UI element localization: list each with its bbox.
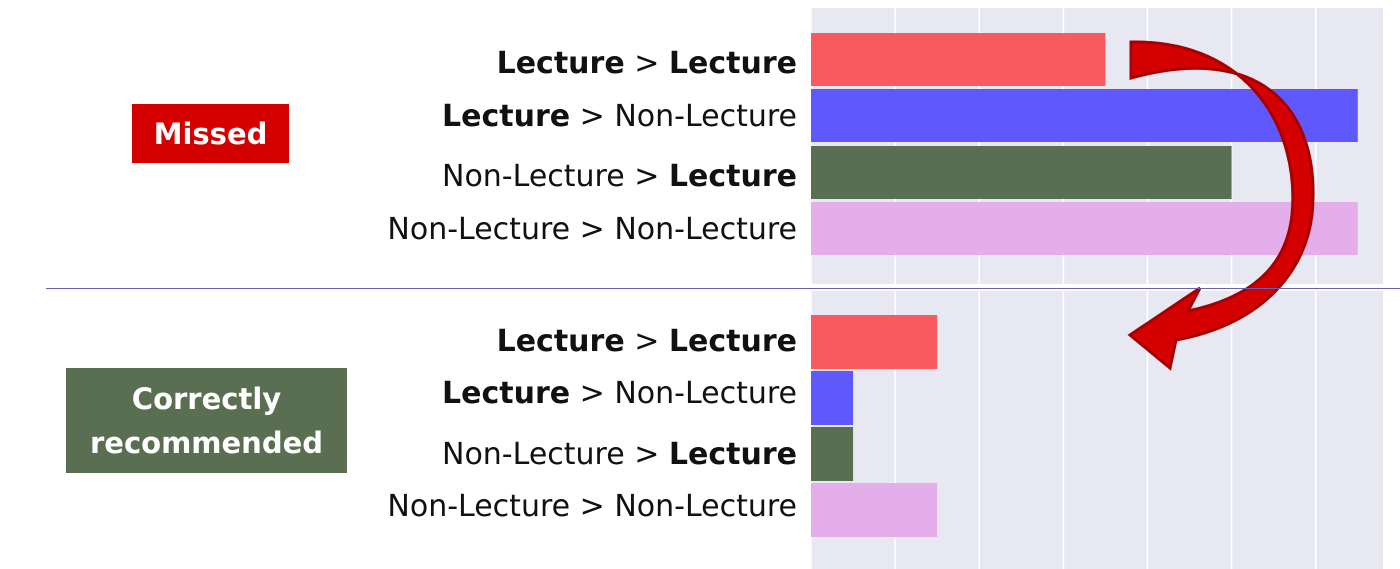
label-from: Non-Lecture [387,212,571,247]
bar [811,33,1106,86]
correct-badge-line-1: Correctly [131,381,282,416]
panel-divider [46,288,1400,289]
bar [811,427,854,481]
category-label: Non-Lecture > Non-Lecture [387,212,797,248]
category-label: Lecture > Non-Lecture [442,99,797,135]
label-to: Non-Lecture [614,99,797,134]
bar [811,371,854,425]
bar [811,202,1358,255]
bar [811,315,938,369]
label-sep: > [624,324,669,359]
label-to: Lecture [668,437,797,472]
missed-badge: Missed [132,104,289,163]
category-label: Lecture > Lecture [497,46,797,82]
label-to: Non-Lecture [614,212,797,247]
label-from: Non-Lecture [387,489,571,524]
label-from: Lecture [442,99,571,134]
label-from: Non-Lecture [442,159,625,194]
missed-badge-label: Missed [153,116,268,151]
label-sep: > [624,46,669,81]
label-sep: > [624,437,669,472]
category-label: Non-Lecture > Lecture [442,437,797,473]
label-to: Non-Lecture [614,376,797,411]
bar [811,483,938,537]
label-from: Lecture [496,324,625,359]
label-sep: > [624,159,669,194]
label-to: Lecture [668,46,797,81]
label-sep: > [570,376,615,411]
label-to: Non-Lecture [614,489,797,524]
correct-badge-line-2: recommended [89,425,324,460]
category-label: Lecture > Non-Lecture [442,376,797,412]
category-label: Non-Lecture > Lecture [442,159,797,195]
label-from: Lecture [496,46,625,81]
correct-chart-panel [810,291,1383,569]
label-sep: > [570,212,615,247]
category-label: Lecture > Lecture [497,324,797,360]
label-to: Lecture [668,324,797,359]
label-sep: > [570,489,615,524]
label-to: Lecture [668,159,797,194]
category-label: Non-Lecture > Non-Lecture [387,489,797,525]
label-from: Lecture [442,376,571,411]
label-sep: > [570,99,615,134]
label-from: Non-Lecture [442,437,625,472]
bar [811,146,1232,199]
curved-arrow-icon [1127,40,1315,371]
correctly-recommended-badge: Correctly recommended [66,368,347,473]
